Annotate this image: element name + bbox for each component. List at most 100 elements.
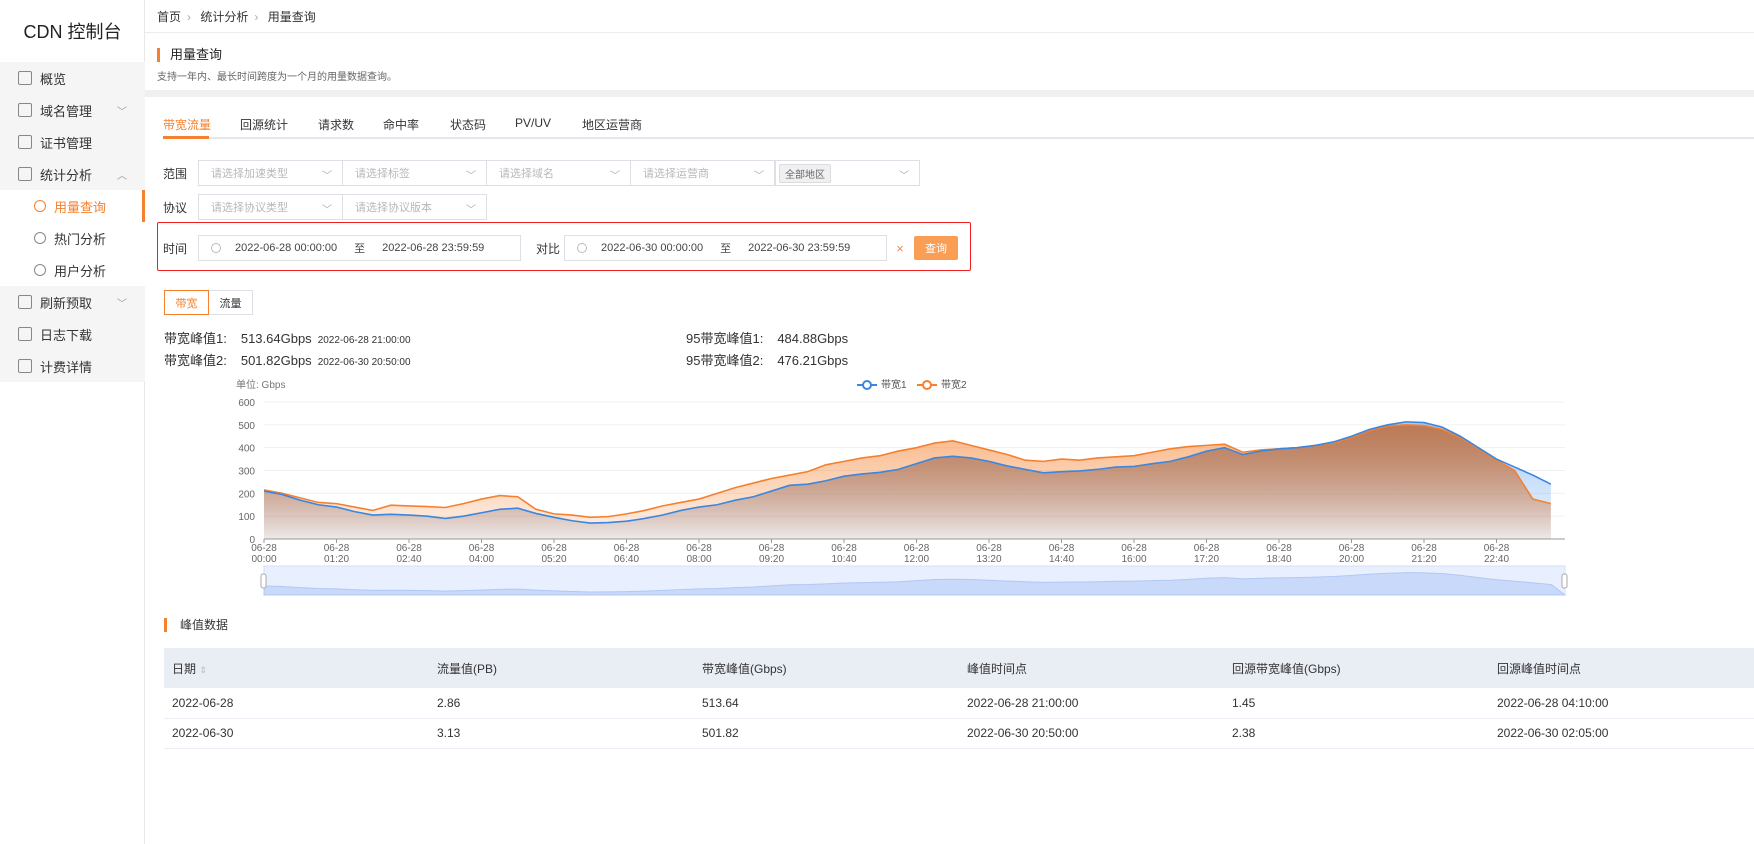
sidebar-item-label: 证书管理 (40, 135, 93, 151)
tab-2[interactable]: 请求数 (318, 118, 355, 132)
compare-start[interactable]: 2022-06-30 00:00:00 (601, 242, 704, 254)
chevron-down-icon: ﹀ (610, 171, 620, 182)
protocol-select-1[interactable]: 请选择协议版本 ﹀ (342, 194, 487, 220)
region-tag[interactable]: 全部地区 (779, 163, 831, 183)
query-button[interactable]: 查询 (914, 236, 958, 260)
table-cell: 2022-06-30 02:05:00 (1497, 726, 1609, 740)
p95-1-label: 95带宽峰值1: (686, 331, 764, 346)
y-tick-label: 200 (238, 489, 255, 500)
column-header: 回源峰值时间点 (1489, 648, 1754, 688)
column-label: 日期 (172, 661, 197, 676)
tab-5[interactable]: PV/UV (515, 116, 552, 130)
table-cell: 2.38 (1232, 726, 1256, 740)
sidebar-item-label: 日志下载 (40, 327, 93, 343)
column-header[interactable]: 日期 ⇕ (164, 648, 429, 688)
toggle-traffic[interactable]: 流量 (208, 290, 253, 315)
select-placeholder: 请选择运营商 (643, 168, 709, 180)
select-placeholder: 请选择标签 (355, 168, 410, 180)
peak1-label: 带宽峰值1: (164, 331, 227, 346)
tab-1[interactable]: 回源统计 (240, 118, 289, 132)
peak1-time: 2022-06-28 21:00:00 (317, 335, 411, 346)
sidebar-item-8[interactable]: 日志下载 (0, 318, 145, 350)
chevron-right-icon: › (254, 10, 259, 24)
legend-item-2[interactable]: 带宽2 (917, 378, 967, 391)
sidebar-item-9[interactable]: 计费详情 (0, 350, 145, 382)
chevron-down-icon: ﹀ (117, 298, 127, 310)
legend-item-1[interactable]: 带宽1 (857, 378, 907, 391)
tab-3[interactable]: 命中率 (383, 118, 420, 132)
x-tick-label: 06-28 13:20 (976, 543, 1002, 565)
x-tick-label: 06-28 04:00 (469, 543, 495, 565)
tab-4[interactable]: 状态码 (450, 118, 487, 132)
certificate-icon (18, 135, 32, 149)
scope-select-3[interactable]: 请选择运营商 ﹀ (630, 160, 775, 186)
section-gap (145, 90, 1754, 97)
scope-select-2[interactable]: 请选择域名 ﹀ (486, 160, 631, 186)
range-separator: 至 (720, 243, 732, 255)
table-cell: 2022-06-28 (172, 695, 234, 710)
x-tick-label: 06-28 12:00 (904, 543, 930, 565)
time-label: 时间 (163, 242, 188, 256)
sidebar-item-3[interactable]: 统计分析 ︿ (0, 158, 145, 190)
table-cell: 2022-06-30 20:50:00 (967, 726, 1079, 740)
time-start[interactable]: 2022-06-28 00:00:00 (235, 242, 338, 254)
user-hot-icon (34, 232, 46, 244)
time-range-picker[interactable]: 2022-06-28 00:00:00 至 2022-06-28 23:59:5… (198, 235, 521, 261)
sidebar-item-6[interactable]: 用户分析 (0, 254, 145, 286)
compare-range-picker[interactable]: 2022-06-30 00:00:00 至 2022-06-30 23:59:5… (564, 235, 887, 261)
toggle-bandwidth[interactable]: 带宽 (164, 290, 209, 315)
column-label: 回源峰值时间点 (1497, 661, 1582, 676)
globe-icon (18, 103, 32, 117)
sidebar-item-1[interactable]: 域名管理 ﹀ (0, 94, 145, 126)
y-tick-label: 600 (238, 398, 255, 409)
p95-2-label: 95带宽峰值2: (686, 353, 764, 368)
overlap-area (264, 424, 1551, 539)
compare-end[interactable]: 2022-06-30 23:59:59 (748, 242, 851, 254)
sort-icon[interactable]: ⇕ (199, 664, 207, 675)
sidebar-item-label: 用量查询 (54, 199, 107, 215)
x-tick-label: 06-28 05:20 (541, 543, 567, 565)
scope-select-1[interactable]: 请选择标签 ﹀ (342, 160, 487, 186)
x-tick-label: 06-28 09:20 (759, 543, 785, 565)
x-tick-label: 06-28 18:40 (1266, 543, 1292, 565)
range-separator: 至 (354, 243, 366, 255)
table-cell: 2.86 (437, 695, 461, 710)
sidebar-item-5[interactable]: 热门分析 (0, 222, 145, 254)
p95-1-stat: 95带宽峰值1: 484.88Gbps (686, 328, 848, 347)
chevron-down-icon: ﹀ (322, 205, 332, 216)
clear-compare-icon[interactable]: × (896, 240, 904, 256)
time-end[interactable]: 2022-06-28 23:59:59 (382, 242, 485, 254)
data-zoom-preview (263, 572, 1567, 596)
protocol-select-0[interactable]: 请选择协议类型 ﹀ (198, 194, 343, 220)
breadcrumb-home[interactable]: 首页 (157, 10, 182, 24)
user-icon (34, 264, 46, 276)
sidebar-item-label: 域名管理 (40, 103, 93, 119)
select-placeholder: 请选择域名 (499, 168, 554, 180)
p95-2-stat: 95带宽峰值2: 476.21Gbps (686, 350, 848, 369)
slider-handle-left[interactable] (260, 573, 267, 589)
sidebar-item-7[interactable]: 刷新预取 ﹀ (0, 286, 145, 318)
peak2-time: 2022-06-30 20:50:00 (317, 357, 411, 368)
sidebar-item-label: 统计分析 (40, 167, 93, 183)
breadcrumb-stats[interactable]: 统计分析 (200, 10, 249, 24)
x-tick-label: 06-28 10:40 (831, 543, 857, 565)
slider-handle-right[interactable] (1561, 573, 1568, 589)
x-tick-label: 06-28 17:20 (1194, 543, 1220, 565)
select-placeholder: 请选择协议类型 (211, 202, 288, 214)
table-cell: 3.13 (437, 726, 461, 740)
sidebar-item-0[interactable]: 概览 (0, 62, 145, 94)
peak-table: 日期 ⇕ 流量值(PB) 带宽峰值(Gbps) 峰值时间点 回源带宽峰值(Gbps) 回源… (164, 648, 1754, 749)
x-tick-label: 06-28 00:00 (251, 543, 277, 565)
x-tick-label: 06-28 14:40 (1049, 543, 1075, 565)
column-label: 带宽峰值(Gbps) (702, 661, 787, 676)
tab-6[interactable]: 地区运营商 (582, 118, 643, 132)
region-select[interactable]: 全部地区 ﹀ (775, 160, 920, 186)
table-row: 2022-06-28 2.86 513.64 2022-06-28 21:00:00 1… (164, 688, 1754, 718)
tab-0[interactable]: 带宽流量 (163, 118, 212, 132)
sidebar-item-2[interactable]: 证书管理 (0, 126, 145, 158)
peak1-stat: 带宽峰值1: 513.64Gbps 2022-06-28 21:00:00 (164, 328, 411, 347)
sidebar-item-4[interactable]: 用量查询 (0, 190, 145, 222)
protocol-label: 协议 (163, 201, 188, 215)
scope-select-0[interactable]: 请选择加速类型 ﹀ (198, 160, 343, 186)
time-filter-highlight (157, 222, 971, 271)
